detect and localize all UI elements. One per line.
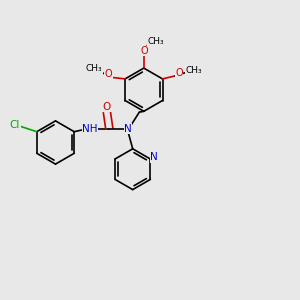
Text: CH₃: CH₃ — [148, 37, 164, 46]
Text: O: O — [141, 46, 148, 56]
Text: O: O — [175, 68, 183, 78]
Text: CH₃: CH₃ — [186, 66, 202, 75]
Text: Cl: Cl — [10, 120, 20, 130]
Text: NH: NH — [82, 124, 98, 134]
Text: O: O — [105, 69, 112, 80]
Text: O: O — [103, 102, 111, 112]
Text: CH₃: CH₃ — [86, 64, 103, 74]
Text: N: N — [124, 124, 132, 134]
Text: N: N — [150, 152, 158, 163]
